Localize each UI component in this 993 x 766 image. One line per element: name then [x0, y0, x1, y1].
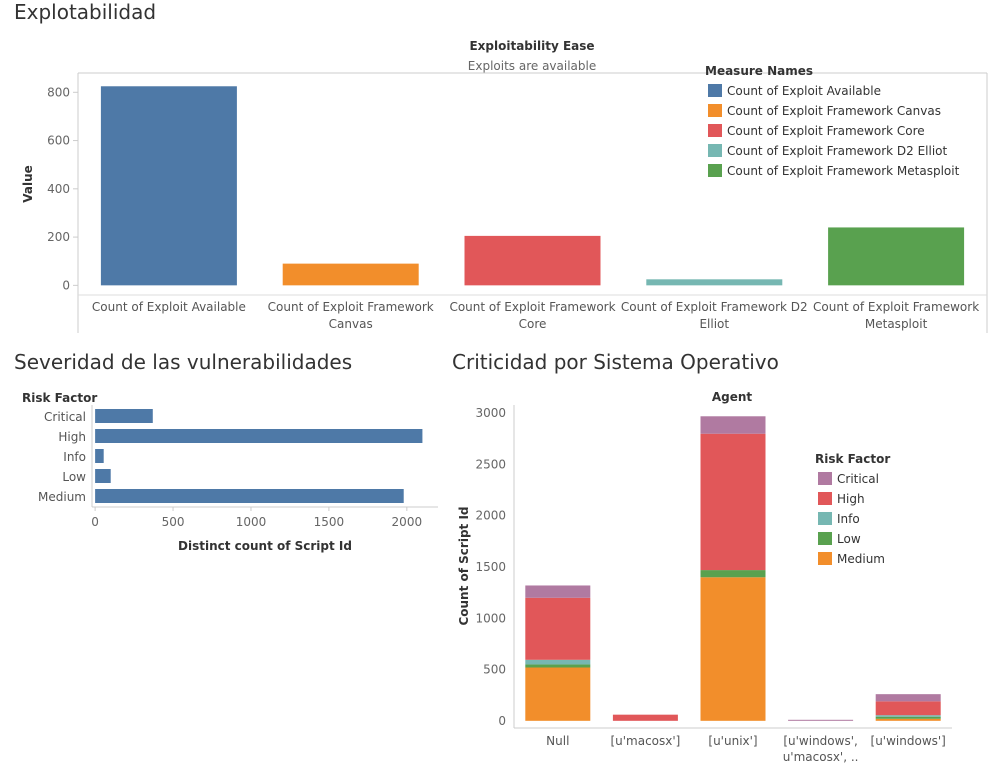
- legend-swatch: [708, 164, 722, 177]
- x-axis-label: Distinct count of Script Id: [178, 539, 352, 553]
- y-tick-label: 200: [47, 230, 70, 244]
- legend-label: Count of Exploit Framework Canvas: [727, 104, 941, 118]
- x-tick-label: Elliot: [699, 317, 729, 331]
- category-label: Low: [62, 470, 86, 484]
- bar-segment: [700, 416, 766, 434]
- y-tick-label: 1500: [475, 560, 506, 574]
- y-tick-label: 3000: [475, 406, 506, 420]
- title-severity: Severidad de las vulnerabilidades: [14, 350, 353, 374]
- os-criticality-chart: Agent 0 500 1000 1500 2000 2500 3000 Count of Sc…: [457, 390, 952, 764]
- legend-swatch: [708, 104, 722, 117]
- y-tick-label: 2000: [475, 509, 506, 523]
- x-tick-label: Null: [546, 734, 569, 748]
- y-tick-label: 2500: [475, 457, 506, 471]
- bar: [282, 263, 419, 286]
- y-axis-label: Value: [21, 165, 35, 203]
- bar-segment: [875, 701, 941, 716]
- y-axis-label: Count of Script Id: [457, 506, 471, 625]
- legend-label: Low: [837, 532, 861, 546]
- legend-label: Critical: [837, 472, 879, 486]
- bar: [95, 409, 153, 423]
- y-tick-label: 600: [47, 134, 70, 148]
- y-tick-label: 0: [62, 278, 70, 292]
- x-tick-label: 500: [162, 515, 185, 529]
- category-label: High: [58, 430, 86, 444]
- bar-segment: [700, 433, 766, 571]
- bar-segment: [875, 694, 941, 702]
- x-tick-label: [u'unix']: [708, 734, 757, 748]
- y-tick-label: 500: [483, 663, 506, 677]
- legend-swatch: [818, 492, 832, 505]
- title-exploitability: Explotabilidad: [14, 0, 157, 24]
- x-tick-label: Count of Exploit Available: [92, 300, 246, 314]
- legend-title: Measure Names: [705, 64, 813, 78]
- bar-segment: [700, 570, 766, 578]
- chart-subtitle: Exploits are available: [468, 59, 596, 73]
- category-label: Critical: [44, 410, 86, 424]
- bar: [95, 489, 404, 503]
- bar-segment: [525, 667, 591, 721]
- bar-segment: [788, 719, 854, 721]
- x-tick-label: Count of Exploit Framework: [813, 300, 979, 314]
- bar-segment: [612, 714, 678, 721]
- exploitability-chart: Exploitability Ease Exploits are availabl…: [21, 39, 988, 333]
- legend-label: Count of Exploit Available: [727, 84, 881, 98]
- bar: [95, 449, 104, 463]
- bar: [828, 227, 965, 286]
- chart-title: Agent: [712, 390, 753, 404]
- bar-segment: [525, 664, 591, 668]
- bar-segment: [875, 716, 941, 719]
- legend-swatch: [708, 144, 722, 157]
- y-tick-label: 0: [498, 714, 506, 728]
- bar-segment: [525, 659, 591, 665]
- severity-chart: Risk Factor Critical High Info Low Medium 0 500…: [22, 391, 438, 553]
- y-tick-label: 400: [47, 182, 70, 196]
- bar: [100, 86, 237, 286]
- x-tick-label: Canvas: [329, 317, 373, 331]
- x-tick-label: 0: [91, 515, 99, 529]
- legend-swatch: [818, 512, 832, 525]
- x-tick-label: u'macosx', ..: [783, 750, 859, 764]
- bar: [95, 469, 111, 483]
- y-tick-label: 800: [47, 85, 70, 99]
- legend-label: Medium: [837, 552, 885, 566]
- chart-title: Exploitability Ease: [469, 39, 594, 53]
- x-tick-label: [u'windows',: [783, 734, 857, 748]
- legend-label: Count of Exploit Framework Metasploit: [727, 164, 960, 178]
- legend-label: Info: [837, 512, 860, 526]
- bar-segment: [700, 577, 766, 721]
- x-tick-label: Core: [519, 317, 547, 331]
- legend-swatch: [818, 552, 832, 565]
- x-tick-label: 1500: [314, 515, 345, 529]
- category-label: Medium: [38, 490, 86, 504]
- bar: [646, 279, 783, 286]
- legend-swatch: [708, 84, 722, 97]
- x-tick-label: Count of Exploit Framework D2: [621, 300, 808, 314]
- x-tick-label: [u'macosx']: [610, 734, 680, 748]
- category-label: Info: [63, 450, 86, 464]
- bar-segment: [525, 585, 591, 598]
- bar-segment: [875, 715, 941, 717]
- x-tick-label: 2000: [392, 515, 423, 529]
- x-tick-label: 1000: [236, 515, 267, 529]
- x-tick-label: Count of Exploit Framework: [268, 300, 434, 314]
- legend-swatch: [708, 124, 722, 137]
- y-axis-title: Risk Factor: [22, 391, 97, 405]
- x-tick-label: Count of Exploit Framework: [449, 300, 615, 314]
- y-tick-label: 1000: [475, 611, 506, 625]
- title-os: Criticidad por Sistema Operativo: [452, 350, 779, 374]
- bar-segment: [875, 718, 941, 721]
- legend-label: Count of Exploit Framework D2 Elliot: [727, 144, 948, 158]
- legend-swatch: [818, 532, 832, 545]
- x-tick-label: [u'windows']: [871, 734, 946, 748]
- legend-title: Risk Factor: [815, 452, 890, 466]
- legend-label: High: [837, 492, 865, 506]
- bar-segment: [525, 597, 591, 660]
- bar: [95, 429, 423, 443]
- legend-label: Count of Exploit Framework Core: [727, 124, 925, 138]
- x-tick-label: Metasploit: [865, 317, 928, 331]
- bar: [464, 235, 601, 286]
- legend-swatch: [818, 472, 832, 485]
